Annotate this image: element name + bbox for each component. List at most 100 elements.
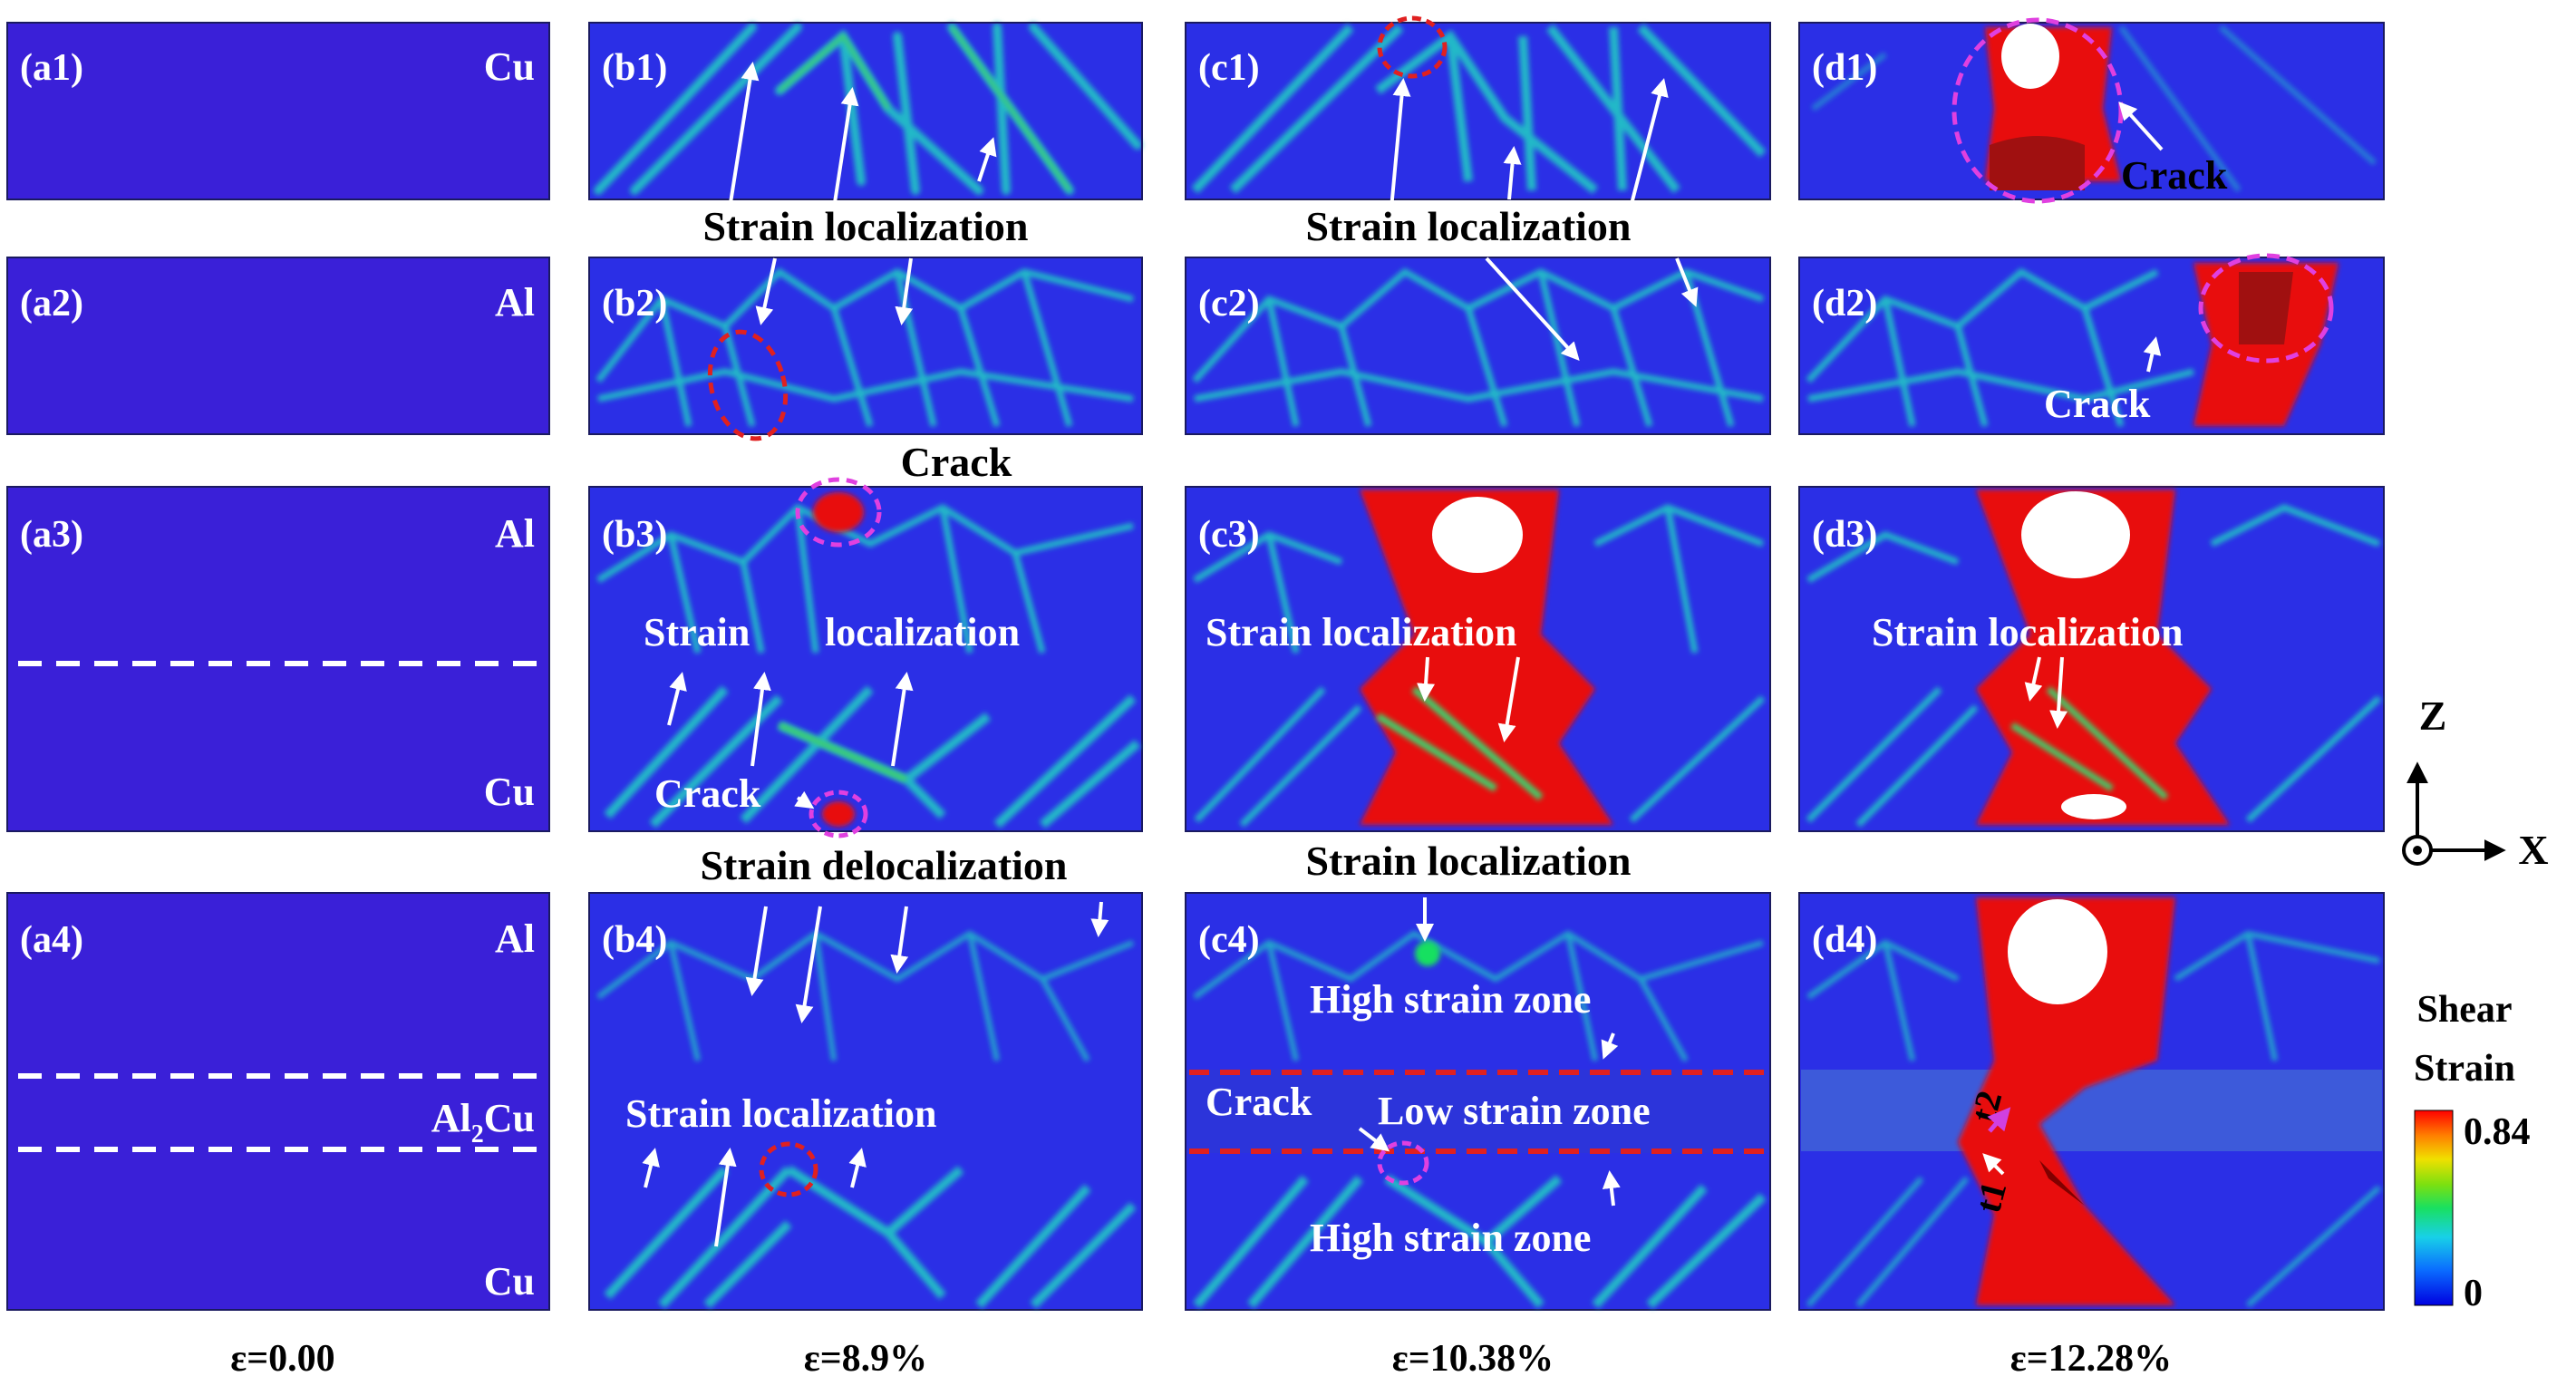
material-label-bottom: Cu	[484, 770, 535, 814]
label-strain-localization-b4: Strain localization	[625, 1091, 936, 1136]
label-strain-localization-c4-title: Strain localization	[1305, 838, 1631, 884]
panel-label: (c4)	[1198, 919, 1260, 961]
label-strain-localization-d3: Strain localization	[1872, 610, 2183, 654]
panel-label: (d4)	[1812, 919, 1877, 961]
dashed-ellipse	[707, 329, 789, 441]
label-low-strain-zone: Low strain zone	[1378, 1089, 1651, 1133]
panel-label: (d1)	[1812, 47, 1877, 89]
panel-label: (a3)	[20, 514, 83, 556]
arrow	[848, 1148, 867, 1188]
arrow	[795, 906, 822, 1023]
arrow	[1675, 257, 1699, 307]
label-strain-localization-c3: Strain localization	[1206, 610, 1516, 654]
panel-label: (d2)	[1812, 283, 1877, 325]
crack-circle	[2198, 253, 2334, 363]
arrow	[1090, 901, 1109, 937]
label-high-strain-zone-bottom: High strain zone	[1310, 1216, 1591, 1260]
arrow	[1601, 1032, 1619, 1060]
material-label-bottom: Cu	[484, 1259, 535, 1304]
dashed-circle	[759, 1141, 818, 1197]
panel-label: (a4)	[20, 919, 83, 961]
strain-captions: ε=0.00 ε=8.9% ε=10.38% ε=12.28%	[230, 1338, 2172, 1380]
arrow	[2024, 656, 2043, 702]
arrow	[667, 672, 687, 726]
label-strain-delocalization: Strain delocalization	[700, 842, 1067, 888]
label-crack-d2: Crack	[2044, 382, 2151, 426]
material-label-top: Al	[495, 916, 535, 961]
material-label: Al	[495, 280, 535, 325]
panel-label: (b4)	[602, 919, 667, 961]
x-axis-label: X	[2518, 827, 2548, 873]
arrow	[728, 62, 760, 209]
arrow	[890, 906, 909, 974]
panel-c4: (c4) High strain zone Crack Low strain z…	[1185, 892, 1771, 1311]
strain-caption-c: ε=10.38%	[1392, 1338, 1554, 1380]
label-strain: Strain	[644, 610, 750, 654]
panel-label: (a2)	[20, 283, 83, 325]
arrow	[891, 672, 914, 767]
arrow	[2118, 102, 2164, 151]
crack-circle	[809, 790, 868, 838]
arrow	[794, 790, 815, 809]
panel-b1: (b1)	[588, 22, 1143, 209]
label-crack: Crack	[654, 771, 761, 816]
arrow	[1630, 78, 1669, 205]
arrow	[1602, 1170, 1621, 1207]
strain-caption-a: ε=0.00	[230, 1338, 334, 1380]
arrow	[2049, 656, 2068, 729]
panel-d1: (d1) Crack	[1798, 17, 2385, 204]
panel-label: (b2)	[602, 283, 667, 325]
label-crack-b3: Crack	[901, 439, 1012, 485]
arrow-t1	[1982, 1153, 2005, 1176]
panel-label: (a1)	[20, 47, 83, 89]
panel-label: (b1)	[602, 47, 667, 89]
arrow	[977, 137, 997, 182]
z-axis-label: Z	[2419, 693, 2447, 739]
material-label: Cu	[484, 44, 535, 89]
arrow	[832, 87, 859, 209]
arrow-t2	[1987, 1107, 2011, 1133]
panel-d3: (d3) Strain localization	[1798, 486, 2385, 832]
panel-d4: (d4) t2 t1	[1798, 892, 2385, 1311]
panel-b2: (b2)	[588, 257, 1143, 441]
crack-circle	[795, 477, 882, 548]
panel-d2: (d2) Crack	[1798, 253, 2385, 435]
arrow	[895, 257, 914, 325]
panel-a2: (a2) Al	[6, 257, 550, 435]
strain-caption-d: ε=12.28%	[2010, 1338, 2172, 1380]
arrow	[745, 906, 768, 996]
arrow	[642, 1148, 660, 1188]
panel-label: (d3)	[1812, 514, 1877, 556]
arrow	[1503, 146, 1522, 200]
panel-label: (c1)	[1198, 47, 1260, 89]
colorbar-max-label: 0.84	[2464, 1111, 2531, 1153]
axis-indicator: Z X	[2402, 693, 2549, 873]
panel-c2: (c2)	[1185, 257, 1771, 435]
arrow	[751, 672, 771, 767]
colorbar-title-1: Shear	[2417, 989, 2513, 1031]
arrow	[1390, 78, 1411, 209]
panel-c1: (c1)	[1185, 15, 1771, 209]
arrow	[1358, 1127, 1390, 1152]
crack-circle	[1377, 1140, 1429, 1186]
panel-label: (b3)	[602, 514, 667, 556]
arrow	[1497, 656, 1520, 742]
colorbar-min-label: 0	[2464, 1273, 2483, 1314]
panel-label: (c2)	[1198, 283, 1260, 325]
label-strain-localization-b1: Strain localization	[702, 203, 1028, 249]
panel-c3: (c3) Strain localization	[1185, 486, 1771, 832]
strain-caption-b: ε=8.9%	[804, 1338, 927, 1380]
panel-a1: (a1) Cu	[6, 22, 550, 200]
panel-label: (c3)	[1198, 514, 1260, 556]
panel-b3: (b3) Strain localization Crack	[588, 477, 1143, 838]
arrow	[1417, 656, 1436, 702]
label-high-strain-zone-top: High strain zone	[1310, 977, 1591, 1022]
material-label-mid: Al2Cu	[431, 1096, 535, 1149]
label-localization: localization	[825, 610, 1020, 654]
colorbar-title-2: Strain	[2414, 1048, 2515, 1090]
dashed-circle	[1377, 15, 1448, 79]
panel-a3: (a3) Al Cu	[6, 486, 550, 832]
panel-b4: (b4) Strain localization	[588, 892, 1143, 1311]
arrow	[755, 257, 777, 325]
